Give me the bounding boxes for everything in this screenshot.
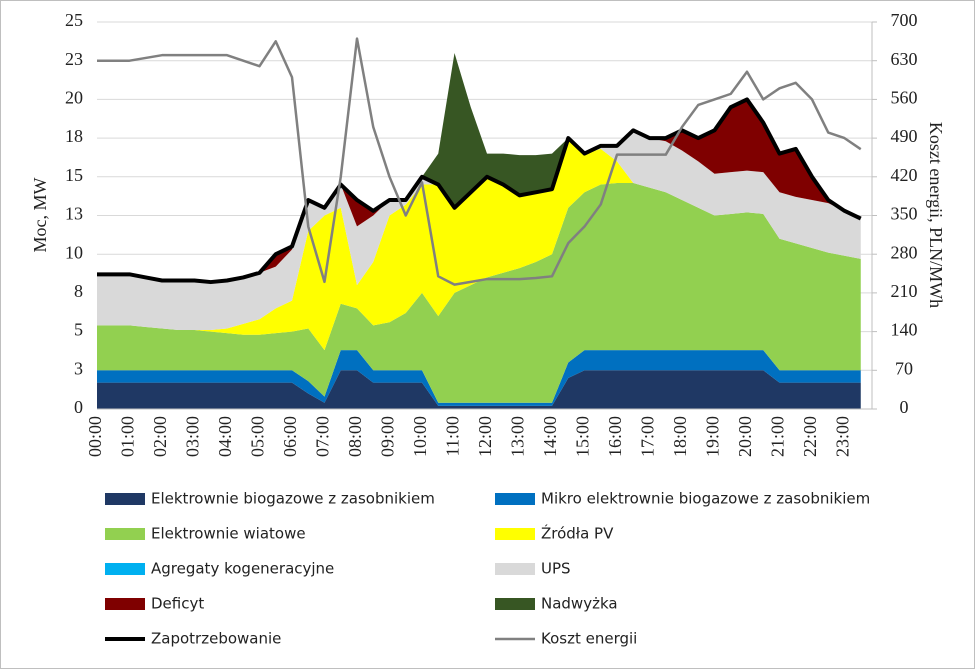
y-tick-label: 23: [65, 49, 83, 69]
x-tick-label: 15:00: [573, 416, 593, 457]
y2-tick-label: 210: [891, 281, 918, 301]
x-tick-label: 11:00: [443, 416, 463, 456]
y-tick-label: 18: [65, 126, 83, 146]
x-tick-label: 00:00: [85, 416, 105, 457]
y2-tick-label: 560: [891, 88, 918, 108]
x-tick-label: 10:00: [410, 416, 430, 457]
x-tick-label: 14:00: [540, 416, 560, 457]
y2-tick-label: 630: [891, 49, 918, 69]
y-tick-label: 8: [74, 281, 83, 301]
x-tick-label: 19:00: [703, 416, 723, 457]
y2-tick-label: 350: [891, 204, 918, 224]
x-tick-label: 01:00: [118, 416, 138, 457]
legend-label: Deficyt: [151, 595, 204, 613]
legend-swatch: [105, 563, 145, 575]
area: [97, 350, 861, 406]
y-tick-label: 10: [65, 242, 83, 262]
x-tick-label: 18:00: [670, 416, 690, 457]
area: [97, 130, 861, 331]
legend-swatch: [105, 493, 145, 505]
legend-swatch: [105, 598, 145, 610]
legend-swatch: [495, 563, 535, 575]
y-tick-label: 5: [74, 320, 83, 340]
legend-label: Koszt energii: [541, 630, 637, 648]
legend-label: Elektrownie wiatowe: [151, 525, 306, 543]
y2-tick-label: 70: [895, 358, 913, 378]
x-tick-label: 21:00: [768, 416, 788, 457]
legend-label: Źródła PV: [541, 524, 614, 543]
area: [97, 138, 861, 351]
y-tick-label: 20: [65, 88, 83, 108]
x-tick-label: 17:00: [638, 416, 658, 457]
y-tick-label: 3: [74, 358, 83, 378]
legend-label: Nadwyżka: [541, 595, 618, 613]
x-tick-label: 22:00: [800, 416, 820, 457]
x-tick-label: 04:00: [215, 416, 235, 457]
y-tick-label: 13: [65, 204, 83, 224]
y-tick-label: 0: [74, 397, 83, 417]
x-tick-label: 03:00: [183, 416, 203, 457]
x-tick-label: 13:00: [508, 416, 528, 457]
x-tick-label: 23:00: [833, 416, 853, 457]
legend-label: Elektrownie biogazowe z zasobnikiem: [151, 490, 435, 508]
legend-label: UPS: [541, 560, 571, 578]
x-tick-label: 02:00: [150, 416, 170, 457]
x-tick-label: 12:00: [475, 416, 495, 457]
legend-label: Zapotrzebowanie: [151, 630, 281, 648]
area: [97, 182, 861, 403]
y2-tick-label: 420: [891, 165, 918, 185]
y2-axis-title: Koszt energii, PLN/MWh: [926, 122, 946, 308]
y2-tick-label: 280: [891, 242, 918, 262]
x-tick-label: 09:00: [378, 416, 398, 457]
y2-tick-label: 490: [891, 126, 918, 146]
area: [97, 52, 861, 284]
y2-tick-label: 700: [891, 10, 918, 30]
legend-swatch: [495, 598, 535, 610]
y2-tick-label: 140: [891, 320, 918, 340]
y-tick-label: 25: [65, 10, 83, 30]
y-axis-title: Moc, MW: [30, 178, 50, 253]
y2-tick-label: 0: [900, 397, 909, 417]
x-tick-label: 05:00: [248, 416, 268, 457]
line: [97, 37, 862, 286]
y-tick-label: 15: [65, 165, 83, 185]
x-tick-label: 08:00: [345, 416, 365, 457]
legend-swatch: [495, 528, 535, 540]
legend-swatch: [495, 493, 535, 505]
x-tick-label: 20:00: [735, 416, 755, 457]
legend-label: Agregaty kogeneracyjne: [151, 560, 334, 578]
x-tick-label: 16:00: [605, 416, 625, 457]
x-tick-label: 07:00: [313, 416, 333, 457]
legend-swatch: [105, 528, 145, 540]
area: [97, 370, 861, 409]
x-tick-label: 06:00: [280, 416, 300, 457]
line: [97, 97, 862, 285]
legend-label: Mikro elektrownie biogazowe z zasobnikie…: [541, 490, 870, 508]
